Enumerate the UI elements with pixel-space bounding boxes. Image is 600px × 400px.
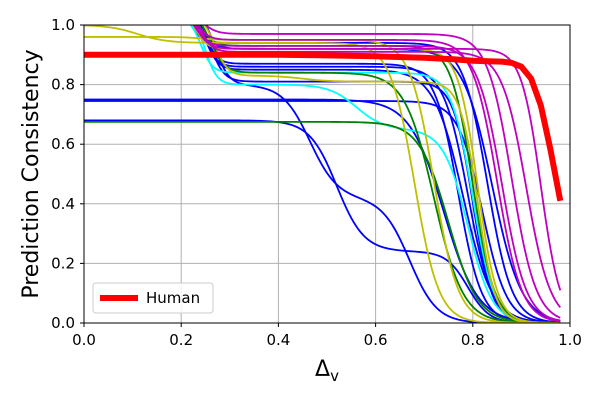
series-line-3: [198, 25, 561, 323]
series-line-13: [84, 120, 561, 323]
series-line-16: [84, 25, 561, 323]
series-line-5: [199, 25, 561, 323]
series-line-11: [193, 25, 561, 323]
series-line-22: [192, 25, 562, 291]
series-line-4: [200, 25, 561, 323]
series-line-24: [196, 25, 561, 323]
plot-frame: [83, 24, 571, 324]
x-tick-label: 1.0: [558, 331, 582, 349]
y-tick-label: 1.0: [51, 16, 75, 34]
x-tick-label: 0.0: [72, 331, 96, 349]
series-line-21: [204, 25, 561, 319]
x-axis-label-main: Δ: [315, 357, 330, 382]
y-tick-label: 0.4: [51, 195, 75, 213]
x-tick-label: 0.4: [266, 331, 290, 349]
x-axis-label-subscript: v: [330, 367, 339, 385]
y-tick-label: 0.6: [51, 135, 75, 153]
series-line-14: [200, 25, 561, 323]
series-line-1: [84, 119, 561, 323]
legend-box: [92, 282, 214, 314]
legend-human-label: Human: [146, 289, 200, 307]
human-line: [84, 51, 564, 202]
y-axis-ticks: 0.0 0.2 0.4 0.6 0.8 1.0: [51, 16, 84, 332]
x-tick-label: 0.8: [461, 331, 485, 349]
legend: Human: [92, 282, 214, 314]
series-line-20: [194, 25, 561, 322]
series-line-8: [197, 25, 561, 323]
series-lines: [84, 25, 562, 323]
y-tick-label: 0.8: [51, 76, 75, 94]
x-tick-label: 0.2: [169, 331, 193, 349]
x-tick-label: 0.6: [364, 331, 388, 349]
series-line-18: [203, 25, 561, 323]
x-axis-label: Δv: [315, 357, 339, 385]
y-axis-label: Prediction Consistency: [19, 49, 44, 298]
y-tick-label: 0.0: [51, 314, 75, 332]
series-line-9: [84, 98, 561, 323]
x-axis-ticks: 0.0 0.2 0.4 0.6 0.8 1.0: [72, 323, 582, 349]
human-line-layer: [84, 51, 564, 202]
y-tick-label: 0.2: [51, 254, 75, 272]
